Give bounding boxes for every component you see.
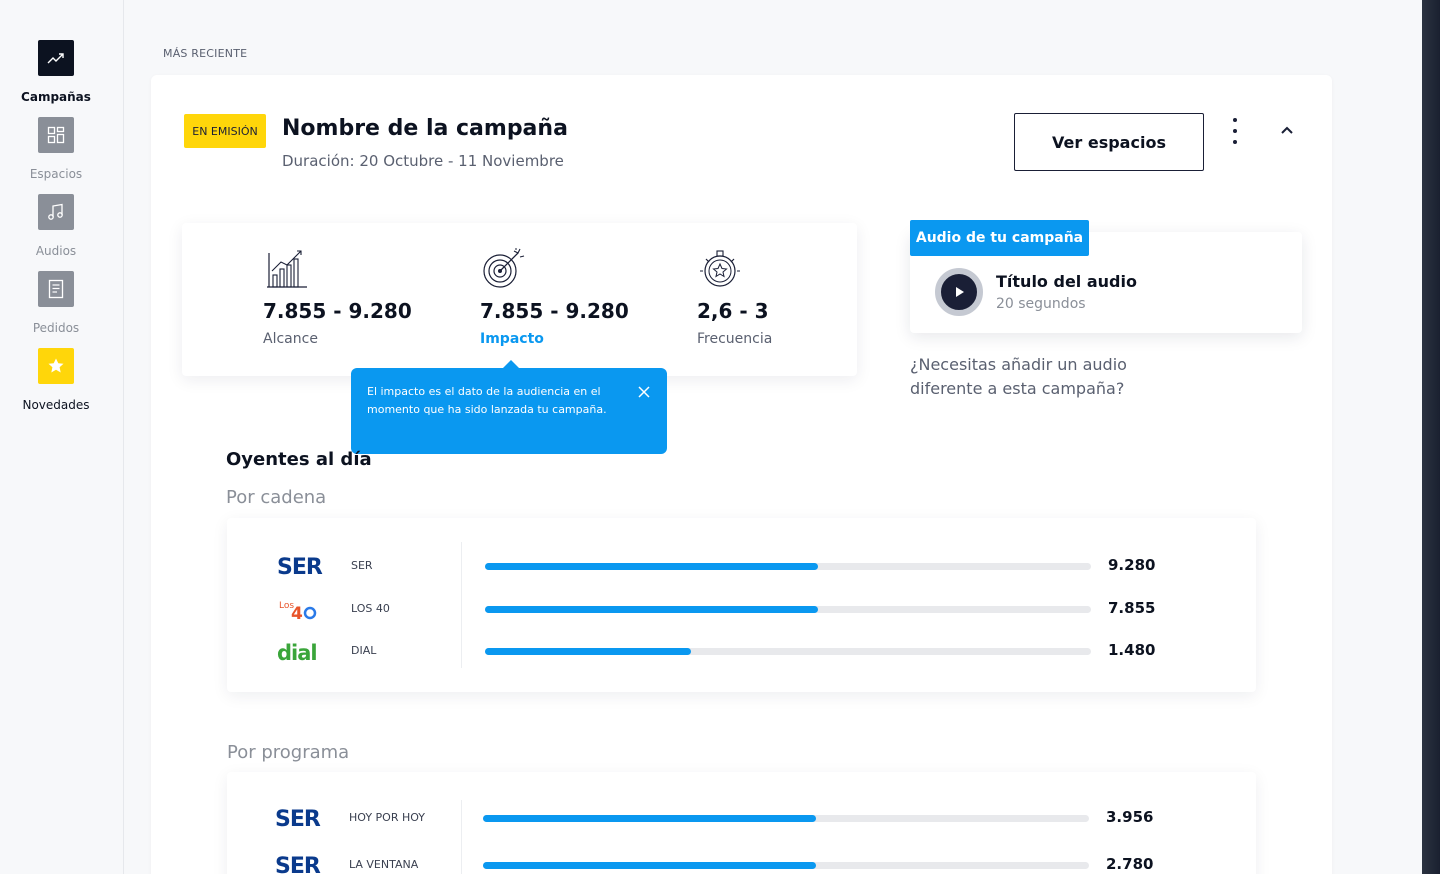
por-cadena-title: Por cadena [226, 487, 327, 508]
progress-track [485, 563, 1091, 570]
stat-label[interactable]: Impacto [480, 331, 544, 347]
progress-track [485, 648, 1091, 655]
divider [461, 800, 462, 874]
stat-value: 7.855 - 9.280 [480, 299, 629, 323]
svg-text:dial: dial [277, 641, 317, 663]
audio-title: Título del audio [996, 272, 1137, 291]
listener-count: 9.280 [1108, 556, 1156, 574]
program-name: LA VENTANA [349, 858, 419, 871]
program-name: HOY POR HOY [349, 811, 426, 824]
bar-chart-icon [263, 247, 309, 291]
stat-label: Frecuencia [697, 331, 773, 347]
close-icon[interactable] [637, 385, 651, 399]
add-audio-question[interactable]: ¿Necesitas añadir un audio diferente a e… [910, 355, 1127, 398]
svg-text:SER: SER [275, 807, 321, 830]
progress-fill [483, 815, 817, 822]
progress-fill [485, 648, 692, 655]
list-item: Los 4 LOS 40 7.855 [227, 594, 1256, 624]
ser-logo: SER [277, 554, 337, 580]
impacto-tooltip: El impacto es el dato de la audiencia en… [351, 360, 667, 454]
sidebar-item-espacios[interactable]: Espacios [0, 117, 112, 181]
stat-frecuencia: 2,6 - 3 Frecuencia [697, 247, 857, 347]
svg-text:4: 4 [291, 604, 303, 621]
list-item: SER SER 9.280 [227, 551, 1256, 581]
dial-logo: dial [277, 639, 337, 665]
stopwatch-icon [697, 247, 743, 291]
progress-track [483, 862, 1089, 869]
listener-count: 7.855 [1108, 599, 1156, 617]
sidebar-item-label: Campañas [21, 90, 91, 104]
sidebar-item-label: Espacios [29, 167, 83, 181]
sidebar-item-novedades[interactable]: Novedades [0, 348, 112, 412]
progress-track [485, 606, 1091, 613]
document-icon [38, 271, 74, 307]
list-item: dial DIAL 1.480 [227, 636, 1256, 666]
progress-fill [485, 606, 819, 613]
campaign-title: Nombre de la campaña [282, 116, 568, 141]
ser-logo: SER [275, 853, 335, 874]
sidebar-item-label: Novedades [22, 398, 90, 412]
ser-logo: SER [275, 806, 335, 832]
sidebar: Campañas Espacios Audios Pedidos Novedad… [0, 0, 124, 874]
tooltip-text: El impacto es el dato de la audiencia en… [367, 385, 607, 416]
target-icon [480, 247, 526, 291]
list-item: SER LA VENTANA 2.780 [225, 850, 1254, 874]
status-badge: EN EMISIÓN [184, 114, 266, 148]
listener-count: 1.480 [1108, 641, 1156, 659]
progress-track [483, 815, 1089, 822]
stat-value: 2,6 - 3 [697, 299, 769, 323]
music-note-icon [38, 194, 74, 230]
campaign-duration: Duración: 20 Octubre - 11 Noviembre [282, 152, 564, 170]
svg-text:SER: SER [275, 854, 321, 874]
audio-tag: Audio de tu campaña [910, 220, 1089, 256]
sidebar-item-label: Audios [35, 244, 77, 258]
play-icon [956, 287, 964, 297]
window-edge [1422, 0, 1440, 874]
channel-name: LOS 40 [351, 602, 390, 615]
stat-label: Alcance [263, 331, 318, 347]
los40-logo: Los 4 [277, 597, 337, 624]
stats-card [182, 223, 857, 376]
divider [461, 542, 462, 668]
cadena-list: SER SER 9.280 Los 4 LOS 40 7.855 dial DIA… [227, 518, 1256, 692]
ver-espacios-button[interactable]: Ver espacios [1014, 113, 1204, 171]
campaign-card [151, 75, 1332, 874]
progress-fill [483, 862, 817, 869]
por-programa-title: Por programa [227, 742, 350, 763]
oyentes-title: Oyentes al día [226, 449, 372, 470]
trending-up-icon [38, 40, 74, 76]
grid-icon [38, 117, 74, 153]
channel-name: DIAL [351, 644, 377, 657]
svg-text:Los: Los [279, 601, 294, 611]
play-button[interactable] [935, 268, 983, 316]
channel-name: SER [351, 559, 373, 572]
sidebar-item-label: Pedidos [32, 321, 80, 335]
progress-fill [485, 563, 819, 570]
listener-count: 3.956 [1106, 808, 1154, 826]
programa-list: SER HOY POR HOY 3.956 SER LA VENTANA 2.7… [227, 772, 1256, 874]
chevron-up-icon[interactable] [1276, 120, 1298, 140]
svg-text:SER: SER [277, 555, 323, 578]
sidebar-item-pedidos[interactable]: Pedidos [0, 271, 112, 335]
audio-duration: 20 segundos [996, 296, 1086, 312]
list-item: SER HOY POR HOY 3.956 [225, 803, 1254, 833]
sidebar-item-audios[interactable]: Audios [0, 194, 112, 258]
stat-impacto[interactable]: 7.855 - 9.280 Impacto [480, 247, 640, 347]
star-icon [38, 348, 74, 384]
sidebar-item-campanas[interactable]: Campañas [0, 40, 112, 104]
listener-count: 2.780 [1106, 855, 1154, 873]
section-label: MÁS RECIENTE [163, 47, 248, 60]
stat-value: 7.855 - 9.280 [263, 299, 412, 323]
more-options-icon[interactable] [1226, 118, 1244, 144]
stat-alcance: 7.855 - 9.280 Alcance [263, 247, 423, 347]
